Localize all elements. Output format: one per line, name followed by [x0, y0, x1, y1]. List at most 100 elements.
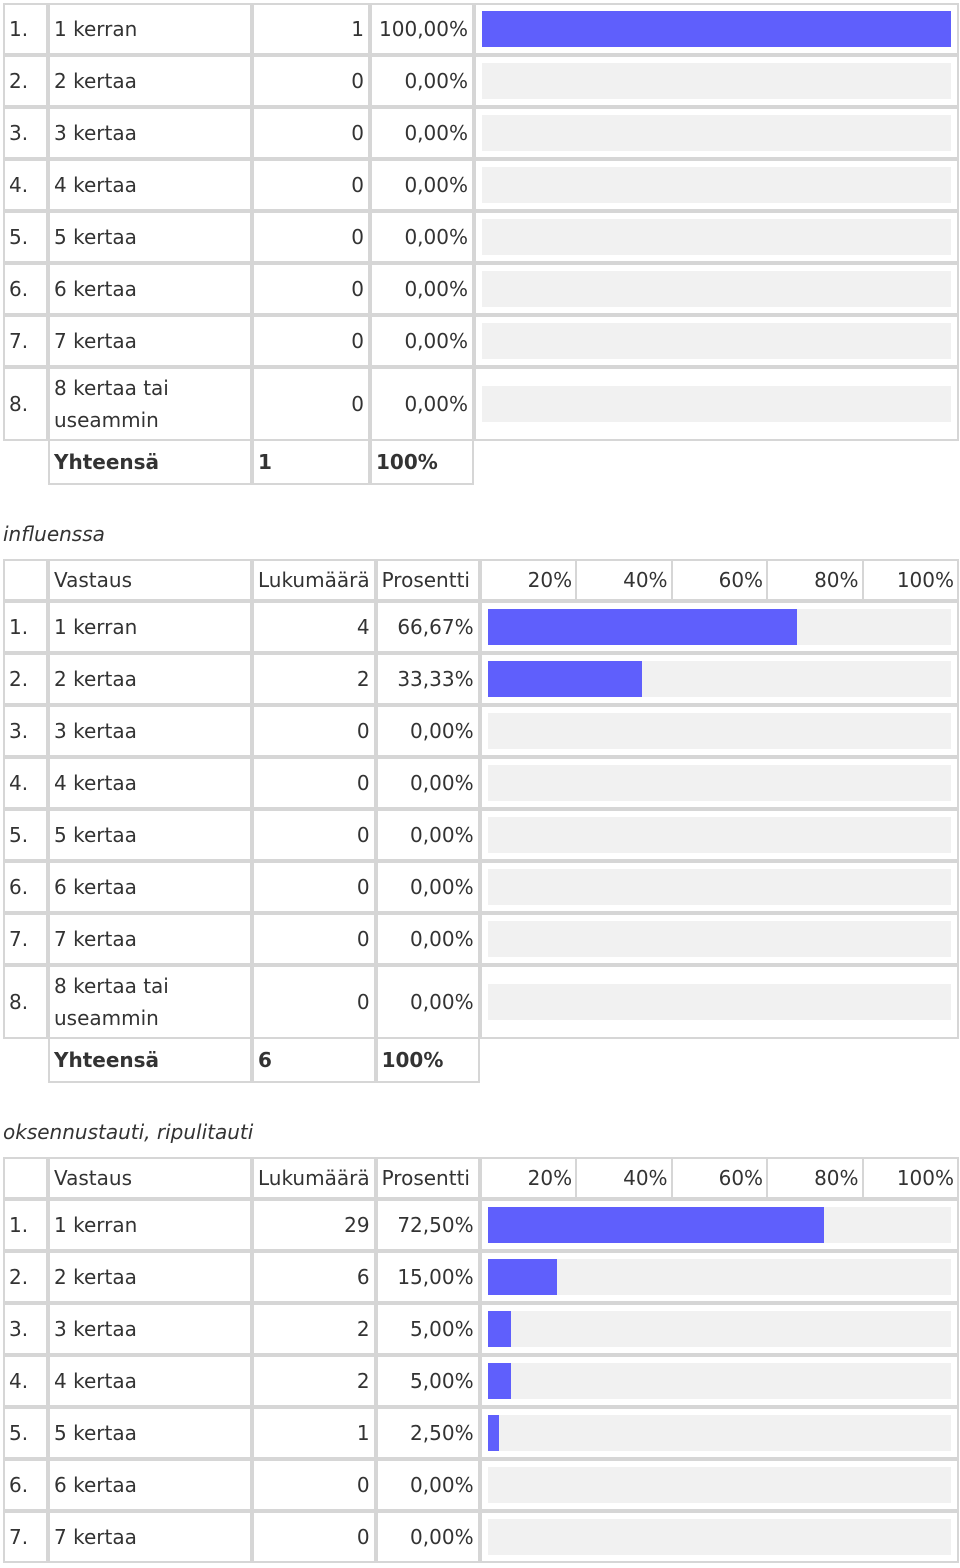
bar-track: [487, 1207, 951, 1243]
table-row: 6. 6 kertaa 0 0,00%: [3, 1459, 959, 1511]
scale-tick: 100%: [896, 568, 955, 592]
answer-percent: 0,00%: [370, 211, 474, 263]
row-number: 2.: [3, 55, 48, 107]
header-percent: Prosentti: [375, 559, 480, 601]
bar-cell: [474, 367, 959, 441]
answer-count: 0: [252, 315, 370, 367]
answer-count: 0: [252, 757, 376, 809]
table-row: 5. 5 kertaa 0 0,00%: [3, 809, 959, 861]
bar-cell: [479, 1407, 959, 1459]
total-spacer: [3, 1039, 48, 1083]
bar-cell: [474, 3, 959, 55]
table-row: 3. 3 kertaa 2 5,00%: [3, 1303, 959, 1355]
answer-percent: 0,00%: [370, 263, 474, 315]
table-row: 3. 3 kertaa 0 0,00%: [3, 107, 959, 159]
table-row: 8. 8 kertaa tai useammin 0 0,00%: [3, 367, 959, 441]
answer-count: 0: [252, 913, 376, 965]
total-spacer: [480, 1039, 959, 1083]
answer-count: 0: [252, 1511, 376, 1563]
answer-label: 7 kertaa: [48, 913, 252, 965]
row-number: 6.: [3, 861, 48, 913]
answer-label: 1 kerran: [48, 3, 252, 55]
bar-track: [482, 323, 951, 359]
total-row: Yhteensä 1 100%: [3, 441, 959, 485]
bar-cell: [479, 757, 959, 809]
bar-cell: [474, 211, 959, 263]
header-count: Lukumäärä: [252, 1157, 376, 1199]
bar-cell: [479, 1355, 959, 1407]
table-row: 3. 3 kertaa 0 0,00%: [3, 705, 959, 757]
answer-count: 0: [252, 705, 376, 757]
header-count: Lukumäärä: [252, 559, 376, 601]
header-scale: 20% 40% 60% 80% 100%: [479, 1157, 959, 1199]
table-row: 1. 1 kerran 29 72,50%: [3, 1199, 959, 1251]
bar-cell: [479, 1459, 959, 1511]
total-percent: 100%: [375, 1039, 480, 1083]
answer-percent: 33,33%: [375, 653, 480, 705]
answer-label: 2 kertaa: [48, 55, 252, 107]
bar-cell: [474, 159, 959, 211]
total-percent: 100%: [370, 441, 474, 485]
total-count: 1: [252, 441, 370, 485]
results-table-1: Vastaus Lukumäärä Prosentti 20% 40% 60% …: [3, 559, 959, 1083]
row-number: 1.: [3, 601, 48, 653]
answer-label: 8 kertaa tai useammin: [48, 367, 252, 441]
table-row: 2. 2 kertaa 6 15,00%: [3, 1251, 959, 1303]
section-title: influenssa: [3, 522, 105, 546]
bar-fill: [487, 661, 643, 697]
answer-percent: 0,00%: [375, 965, 480, 1039]
table-row: 1. 1 kerran 1 100,00%: [3, 3, 959, 55]
table-row: 5. 5 kertaa 0 0,00%: [3, 211, 959, 263]
answer-label: 8 kertaa tai useammin: [48, 965, 252, 1039]
answer-count: 1: [252, 3, 370, 55]
header-percent: Prosentti: [375, 1157, 480, 1199]
table-row: 7. 7 kertaa 0 0,00%: [3, 315, 959, 367]
row-number: 4.: [3, 757, 48, 809]
scale-tick: 40%: [577, 561, 673, 599]
row-number: 8.: [3, 965, 48, 1039]
header-scale: 20% 40% 60% 80% 100%: [479, 559, 959, 601]
row-number: 7.: [3, 1511, 48, 1563]
table-row: 5. 5 kertaa 1 2,50%: [3, 1407, 959, 1459]
table-row: 6. 6 kertaa 0 0,00%: [3, 263, 959, 315]
row-number: 2.: [3, 653, 48, 705]
bar-track: [482, 219, 951, 255]
table-row: 6. 6 kertaa 0 0,00%: [3, 861, 959, 913]
row-number: 6.: [3, 1459, 48, 1511]
scale-tick: 20%: [482, 1159, 578, 1197]
bar-cell: [479, 913, 959, 965]
bar-track: [487, 817, 951, 853]
bar-fill: [487, 609, 797, 645]
bar-track: [482, 386, 951, 422]
bar-track: [487, 869, 951, 905]
bar-track: [487, 921, 951, 957]
row-number: 7.: [3, 913, 48, 965]
scale-tick: 80%: [768, 1159, 864, 1197]
row-number: 3.: [3, 107, 48, 159]
table-row: 1. 1 kerran 4 66,67%: [3, 601, 959, 653]
row-number: 7.: [3, 315, 48, 367]
bar-cell: [479, 653, 959, 705]
header-spacer: [3, 1157, 48, 1199]
bar-fill: [487, 1259, 558, 1295]
scale-tick: 20%: [482, 561, 578, 599]
answer-label: 2 kertaa: [48, 653, 252, 705]
answer-label: 2 kertaa: [48, 1251, 252, 1303]
bar-track: [487, 1467, 951, 1503]
answer-label: 5 kertaa: [48, 1407, 252, 1459]
row-number: 6.: [3, 263, 48, 315]
answer-percent: 0,00%: [375, 757, 480, 809]
bar-fill: [487, 1415, 500, 1451]
answer-count: 0: [252, 1459, 376, 1511]
table-row: 4. 4 kertaa 0 0,00%: [3, 757, 959, 809]
answer-label: 3 kertaa: [48, 1303, 252, 1355]
answer-percent: 0,00%: [370, 159, 474, 211]
bar-cell: [479, 1251, 959, 1303]
results-table-2: Vastaus Lukumäärä Prosentti 20% 40% 60% …: [3, 1157, 959, 1563]
scale-tick: 60%: [673, 561, 769, 599]
bar-cell: [479, 1303, 959, 1355]
bar-fill: [482, 11, 951, 47]
answer-label: 3 kertaa: [48, 107, 252, 159]
answer-label: 4 kertaa: [48, 757, 252, 809]
table-row: 4. 4 kertaa 2 5,00%: [3, 1355, 959, 1407]
